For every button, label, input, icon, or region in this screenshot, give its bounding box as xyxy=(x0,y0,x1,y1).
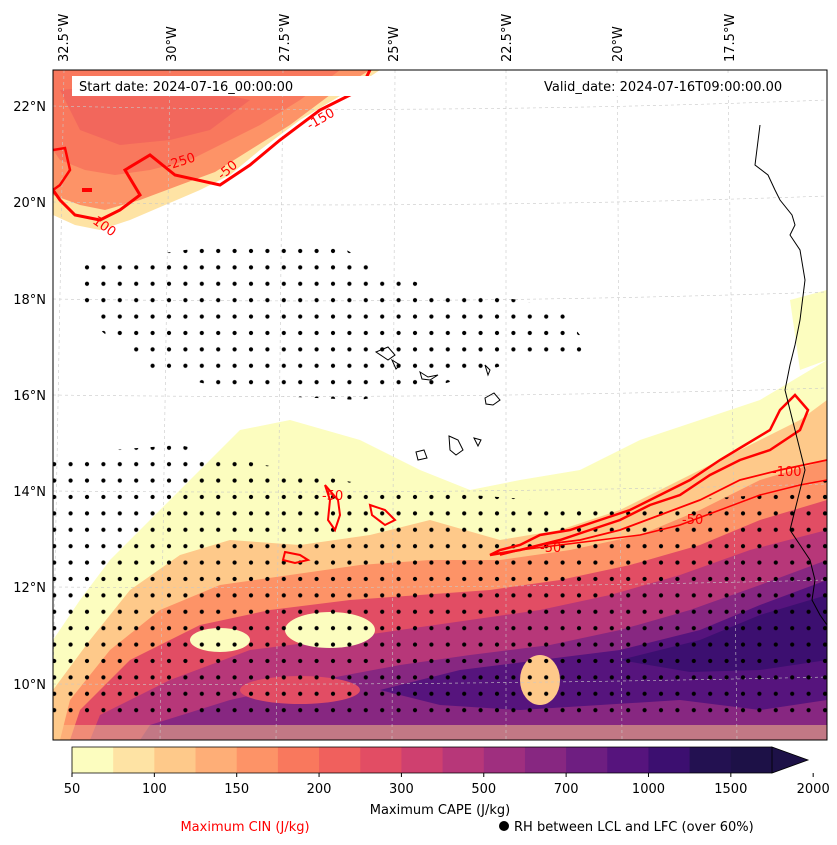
colorbar-tick-label: 500 xyxy=(471,782,496,797)
lon-label: 25°W xyxy=(387,26,402,62)
coastlines xyxy=(374,124,827,626)
colorbar-segment xyxy=(195,747,238,773)
lat-label: 12°N xyxy=(13,581,46,596)
start-date-box xyxy=(72,76,372,96)
colorbar-tick-label: 2000 xyxy=(797,782,830,797)
stipple-legend-dot xyxy=(499,821,509,831)
cin-label: -50 xyxy=(540,541,561,556)
colorbar-segment xyxy=(442,747,485,773)
stipple-legend-label: RH between LCL and LFC (over 60%) xyxy=(514,820,754,835)
colorbar-segment xyxy=(154,747,197,773)
lat-label: 18°N xyxy=(13,293,46,308)
lat-label: 20°N xyxy=(13,196,46,211)
lon-label: 17.5°W xyxy=(723,14,738,62)
colorbar xyxy=(71,746,810,774)
lat-label: 10°N xyxy=(13,678,46,693)
colorbar-segment xyxy=(236,747,279,773)
lon-label: 32.5°W xyxy=(57,14,72,62)
lat-label: 16°N xyxy=(13,389,46,404)
colorbar-tick-label: 300 xyxy=(389,782,414,797)
lat-label: 14°N xyxy=(13,485,46,500)
colorbar-tick-label: 700 xyxy=(554,782,579,797)
colorbar-segment xyxy=(72,747,114,773)
lat-label: 22°N xyxy=(13,100,46,115)
colorbar-segment xyxy=(566,747,608,773)
lon-label: 20°W xyxy=(611,26,626,62)
colorbar-tick-label: 1500 xyxy=(714,782,747,797)
start-date-text: Start date: 2024-07-16_00:00:00 xyxy=(79,80,293,95)
colorbar-border xyxy=(71,746,772,774)
colorbar-tick-label: 1000 xyxy=(632,782,665,797)
colorbar-segment xyxy=(689,747,732,773)
colorbar-segment xyxy=(401,747,444,773)
colorbar-segment xyxy=(113,747,155,773)
longitude-labels: 32.5°W 30°W 27.5°W 25°W 22.5°W 20°W 17.5… xyxy=(57,14,738,62)
cin-label: -100 xyxy=(772,465,802,480)
cin-label: -50 xyxy=(322,489,343,504)
lon-label: 30°W xyxy=(165,26,180,62)
colorbar-segment xyxy=(730,747,773,773)
colorbar-segment xyxy=(483,747,526,773)
colorbar-tick-label: 100 xyxy=(142,782,167,797)
valid-date-box xyxy=(540,76,805,96)
colorbar-segment xyxy=(607,747,649,773)
colorbar-tick-label: 200 xyxy=(307,782,332,797)
colorbar-tick-label: 50 xyxy=(64,782,81,797)
colorbar-extend-arrow xyxy=(771,746,810,774)
cin-legend-label: Maximum CIN (J/kg) xyxy=(180,820,309,835)
colorbar-tick-label: 150 xyxy=(224,782,249,797)
latitude-labels: 22°N 20°N 18°N 16°N 14°N 12°N 10°N xyxy=(13,100,46,693)
colorbar-segment xyxy=(648,747,691,773)
colorbar-label: Maximum CAPE (J/kg) xyxy=(370,803,510,818)
lon-label: 27.5°W xyxy=(278,14,293,62)
colorbar-segment xyxy=(277,747,320,773)
cin-label: -50 xyxy=(682,513,703,528)
colorbar-segment xyxy=(360,747,402,773)
map-border xyxy=(52,69,828,741)
colorbar-segment xyxy=(319,747,361,773)
colorbar-segment xyxy=(524,747,567,773)
colorbar-ticks: 50 100 150 200 300 500 700 1000 1500 2000 xyxy=(64,773,830,797)
map-area[interactable]: -250 -150 -50 -100 -50 -50 -100 -50 Star… xyxy=(52,70,827,740)
valid-date-text: Valid_date: 2024-07-16T09:00:00.00 xyxy=(544,80,782,95)
cin-contours xyxy=(53,70,827,565)
lon-label: 22.5°W xyxy=(500,14,515,62)
